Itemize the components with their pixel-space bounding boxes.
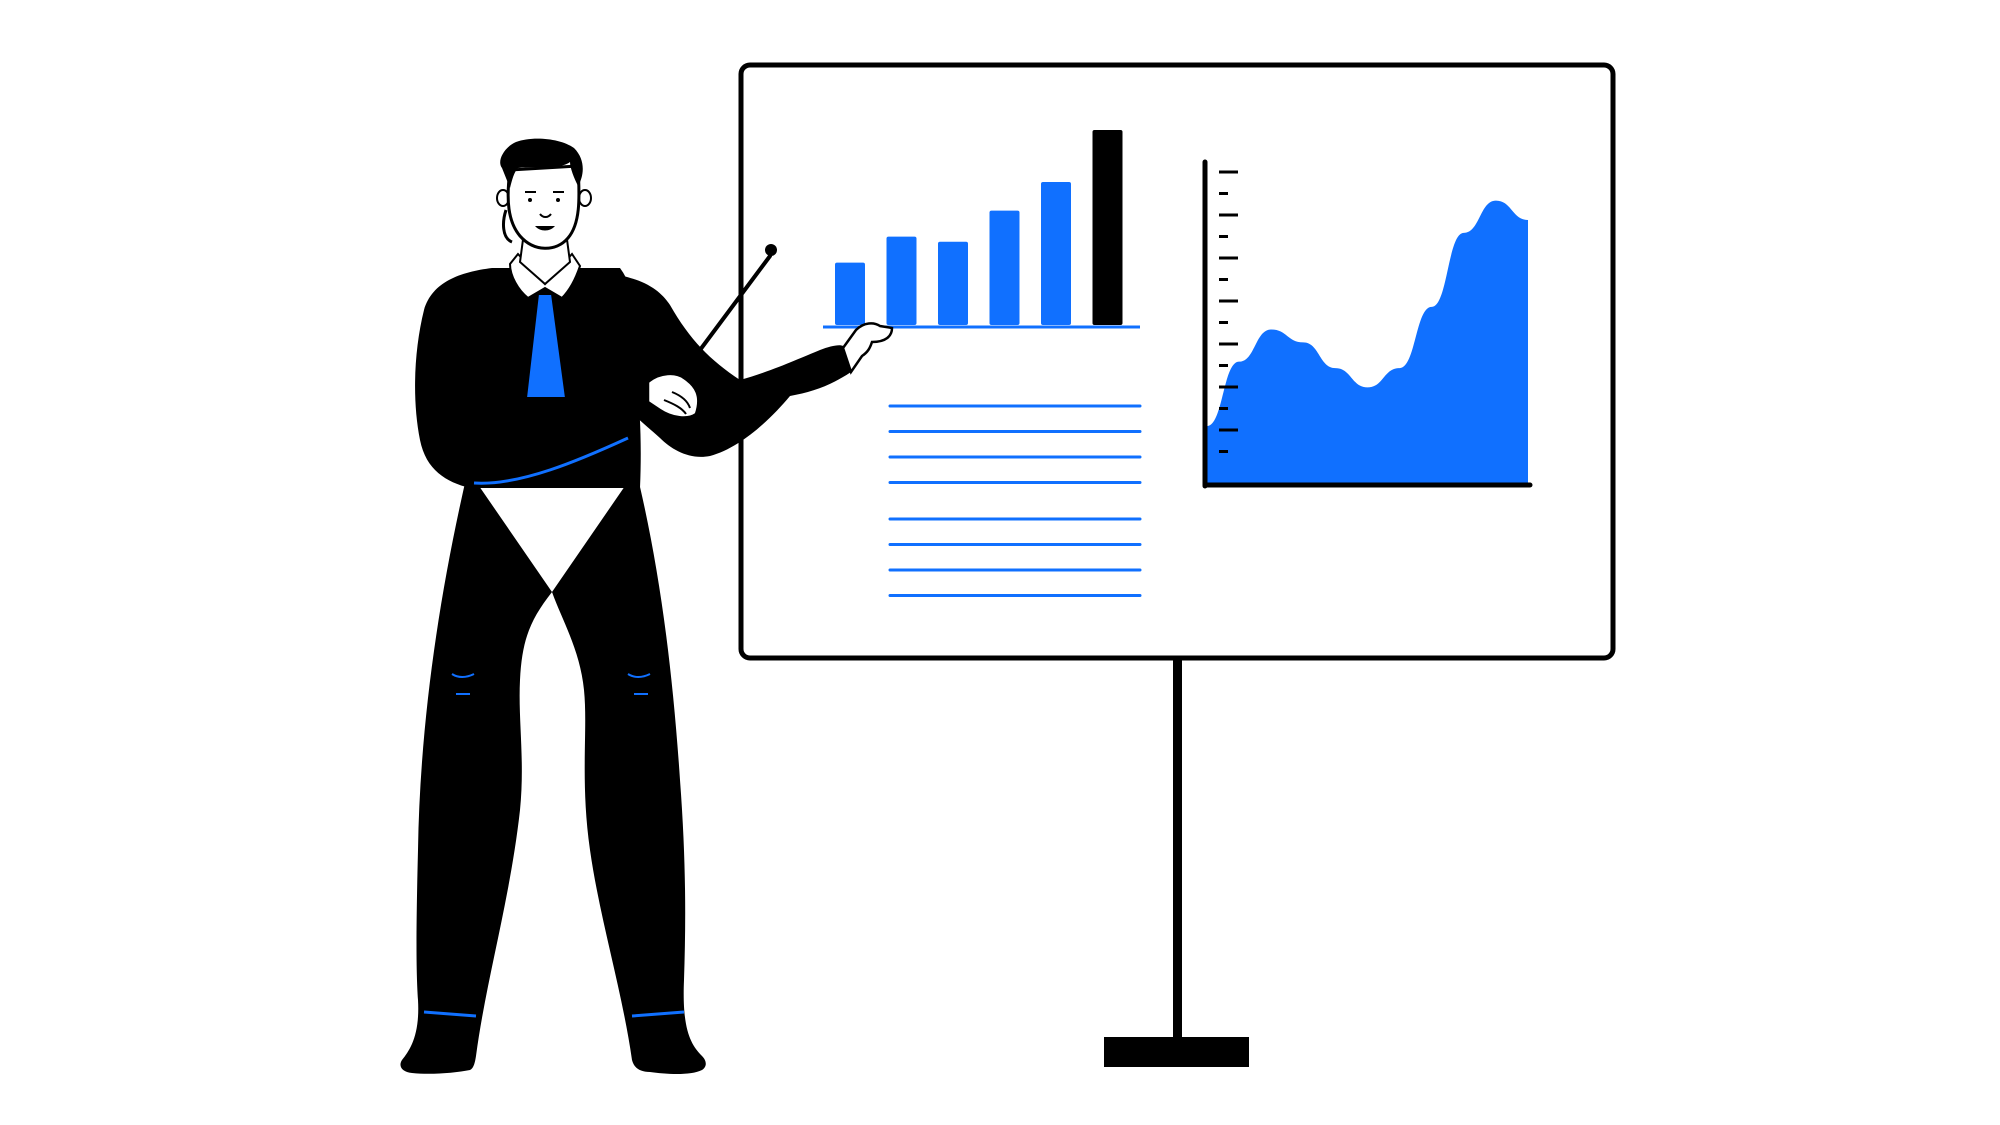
stand-foot [1104, 1037, 1249, 1067]
bar-5 [1041, 182, 1071, 325]
presenter-mouth [535, 226, 555, 231]
board-stand [1104, 650, 1249, 1067]
presenter-folded-hand [646, 372, 700, 419]
area-chart-ticks [1219, 170, 1238, 453]
presenter-left-leg [400, 470, 552, 1074]
presenter-right-shoe-line [631, 1010, 685, 1018]
presenter-pointing-arm [580, 272, 851, 457]
bar-2 [886, 236, 917, 325]
presenter-face [506, 164, 581, 250]
presenter-right-knee-mark [627, 673, 651, 695]
presenter-pointing-hand [841, 322, 894, 375]
bar-6 [1092, 130, 1123, 325]
whiteboard [738, 62, 1616, 661]
presenter-figure [400, 138, 894, 1074]
area-chart-fill [1207, 200, 1528, 484]
stand-pole [1173, 650, 1182, 1038]
presenter-knuckle-lines [663, 391, 691, 415]
bar-1 [835, 262, 865, 325]
presenter-nose [539, 213, 552, 218]
presenter-right-ear [578, 189, 592, 207]
presenter-right-leg [552, 470, 706, 1074]
presenter-hair [500, 138, 583, 188]
pointer-stick [698, 254, 772, 352]
presenter-hair-strand [502, 209, 513, 244]
presenter-left-shoe-line [423, 1010, 477, 1018]
area-chart [1202, 159, 1533, 489]
bar-chart [835, 130, 1123, 325]
pointer-tip [765, 244, 777, 256]
text-placeholder-lines [888, 404, 1142, 597]
bar-3 [938, 241, 968, 325]
bar-4 [989, 210, 1020, 325]
presenter-left-knee-mark [451, 673, 475, 695]
presenter-sleeve-line [473, 436, 629, 485]
presenter-tie [524, 293, 568, 399]
presenter-right-eye [556, 198, 560, 202]
presenter-left-eye [528, 198, 532, 202]
presenter-folded-arm [425, 320, 648, 485]
